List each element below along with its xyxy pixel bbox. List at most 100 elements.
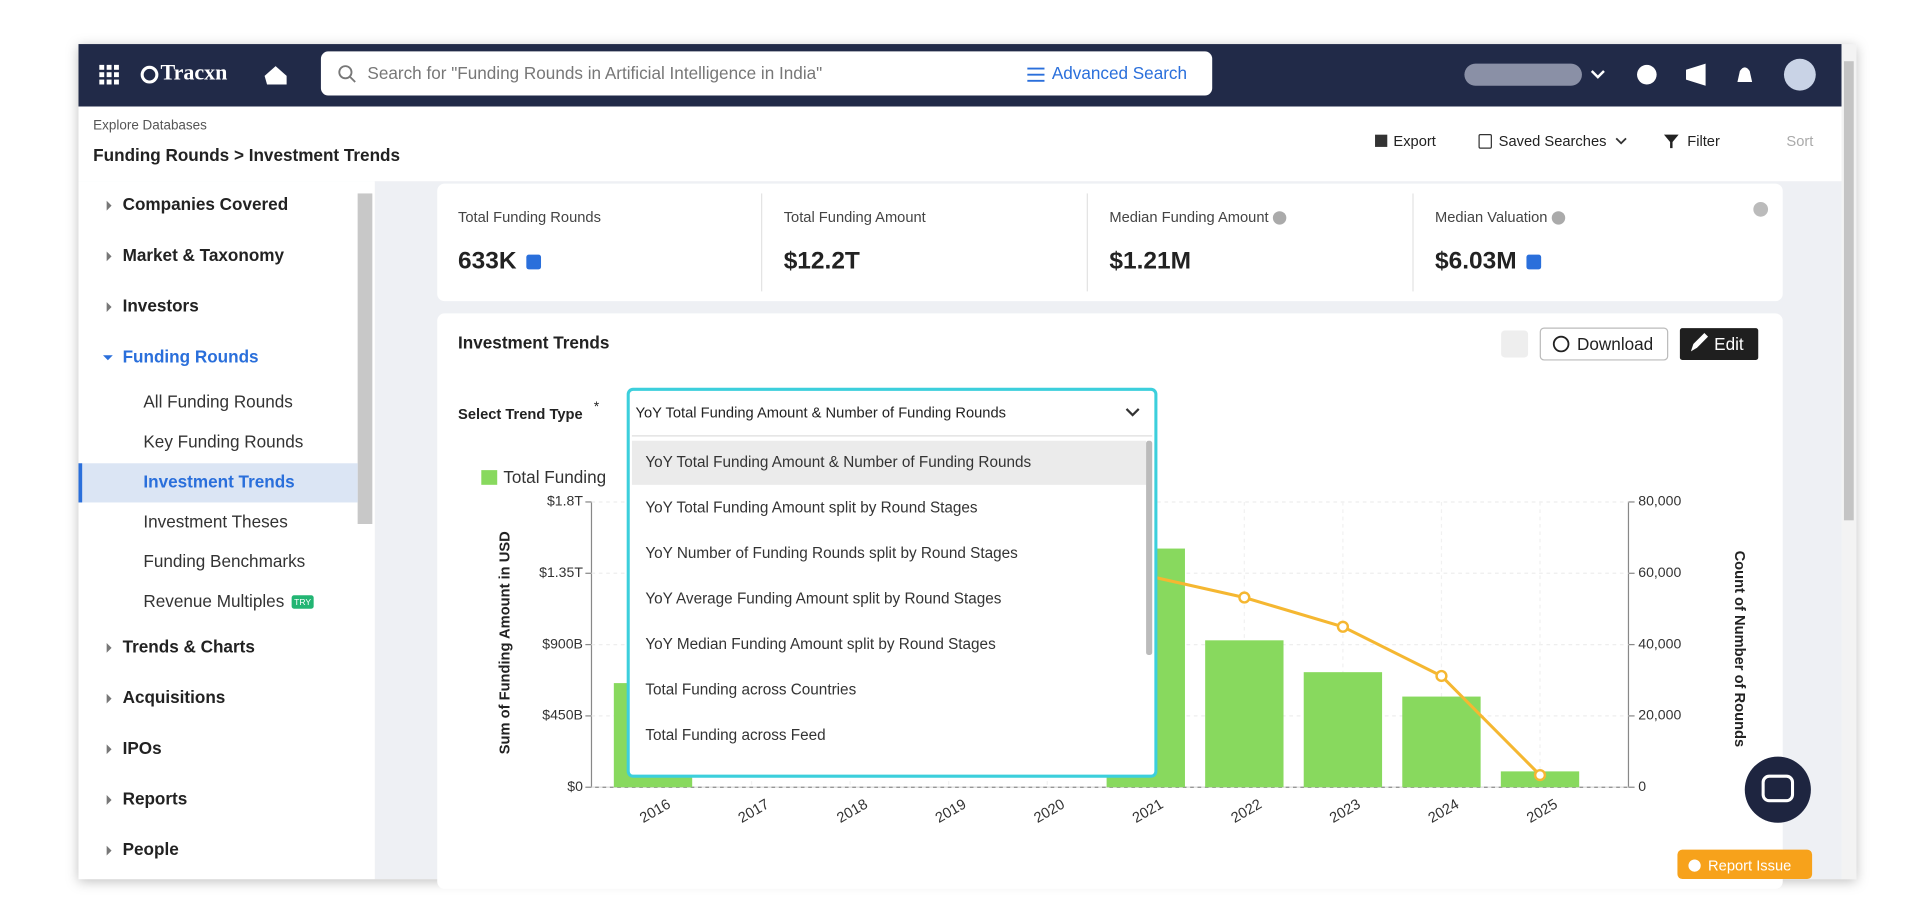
stat-label: Total Funding Rounds: [458, 210, 601, 226]
advanced-search[interactable]: Advanced Search: [1052, 63, 1187, 83]
sidebar-item[interactable]: Companies Covered: [123, 194, 289, 214]
saved-searches[interactable]: Saved Searches: [1499, 134, 1607, 150]
sidebar-item[interactable]: Trends & Charts: [123, 636, 255, 656]
sidebar-item[interactable]: Investors: [123, 296, 199, 316]
y-axis-title: Sum of Funding Amount in USD: [498, 531, 514, 754]
caret-right: [106, 845, 112, 856]
breadcrumb-bar: [78, 106, 1842, 182]
line-point: [1336, 620, 1350, 633]
option-highlight: [631, 440, 1147, 485]
trend-dropdown: YoY Total Funding Amount & Number of Fun…: [626, 387, 1158, 790]
chat-button[interactable]: [1744, 756, 1811, 823]
dropdown-option[interactable]: Total Funding across Countries: [645, 682, 856, 699]
apps-icon[interactable]: [99, 64, 119, 85]
filter-icon: [1027, 67, 1045, 82]
caret-right: [106, 302, 112, 312]
sidebar-subitem[interactable]: Investment Theses: [143, 511, 287, 531]
dropdown-frame: [626, 387, 1158, 778]
sidebar-subitem[interactable]: Investment Trends: [143, 471, 294, 491]
bell-icon[interactable]: [1737, 67, 1753, 83]
brand[interactable]: Tracxn: [161, 60, 228, 85]
caret-right: [106, 795, 112, 805]
y-tick-label: $0: [567, 778, 583, 794]
user-name-blurred[interactable]: [1464, 63, 1582, 86]
active-bar: [78, 463, 83, 503]
legend-label[interactable]: Total Funding: [503, 467, 606, 487]
stats-card: [437, 183, 1783, 302]
y2-axis-title: Count of Number of Rounds: [1731, 551, 1747, 748]
help-icon[interactable]: [1637, 64, 1657, 85]
sidebar-subitem[interactable]: Key Funding Rounds: [143, 431, 303, 451]
line-point: [1238, 591, 1251, 604]
chevron[interactable]: [1125, 408, 1140, 417]
required-mark: *: [594, 399, 600, 414]
active-highlight: [78, 463, 358, 503]
y-tick-label: $450B: [542, 707, 583, 723]
help-icon[interactable]: [1753, 202, 1769, 217]
legend-swatch: [481, 470, 498, 485]
announce-icon[interactable]: [1686, 63, 1706, 86]
edit-button[interactable]: [1679, 328, 1759, 360]
badge-label: TRY: [294, 597, 311, 607]
sidebar-item[interactable]: Funding Rounds: [123, 346, 259, 366]
chevron: [1615, 137, 1627, 145]
dropdown-option[interactable]: YoY Average Funding Amount split by Roun…: [645, 590, 1001, 607]
panel-title: Investment Trends: [458, 333, 609, 353]
info-icon[interactable]: [1272, 211, 1287, 225]
sidebar-item[interactable]: IPOs: [123, 738, 162, 758]
sidebar-item[interactable]: People: [123, 839, 179, 859]
options: YoY Total Funding Amount & Number of Fun…: [631, 440, 1147, 790]
stat-value: $6.03M: [1435, 247, 1517, 274]
sidebar-subitem[interactable]: Revenue Multiples: [143, 591, 284, 611]
sidebar-item[interactable]: Reports: [123, 788, 188, 808]
bar: [1205, 640, 1284, 788]
copy-button[interactable]: [1501, 330, 1529, 358]
sidebar-subitem[interactable]: Funding Benchmarks: [143, 551, 305, 571]
download-label: Download: [1577, 334, 1653, 354]
filter[interactable]: Filter: [1687, 134, 1720, 150]
caret-right: [106, 643, 112, 653]
stats: Total Funding Rounds 633K Total Funding Am…: [458, 193, 1566, 292]
dropdown-scrollbar[interactable]: [1146, 440, 1153, 655]
download-button[interactable]: [1539, 327, 1669, 361]
chat-icon: [1761, 774, 1795, 803]
y-tick-label: $900B: [542, 635, 583, 651]
search-box[interactable]: [320, 51, 1213, 96]
sidebar-scrollbar[interactable]: [357, 193, 373, 524]
edit-icon: [1690, 333, 1709, 352]
report-issue-button[interactable]: [1677, 849, 1813, 880]
dropdown-option[interactable]: YoY Number of Funding Rounds split by Ro…: [645, 545, 1018, 562]
link-icon[interactable]: [1526, 254, 1542, 270]
stat-value: $12.2T: [784, 247, 860, 274]
selected-option[interactable]: YoY Total Funding Amount & Number of Fun…: [636, 406, 1006, 422]
info-icon[interactable]: [1551, 211, 1566, 225]
dropdown-option[interactable]: YoY Median Funding Amount split by Round…: [645, 636, 996, 653]
sort: Sort: [1786, 134, 1813, 150]
breadcrumb-path: Funding Rounds > Investment Trends: [93, 145, 400, 165]
caret-right: [106, 200, 112, 211]
badge: [291, 595, 314, 609]
avatar[interactable]: [1783, 58, 1816, 91]
dropdown-option[interactable]: YoY Total Funding Amount & Number of Fun…: [645, 454, 1031, 471]
dropdown-option[interactable]: Total Funding across Feed: [645, 727, 825, 744]
sidebar-subitem[interactable]: All Funding Rounds: [143, 392, 292, 412]
line-point: [1435, 669, 1448, 683]
download-icon: [1552, 335, 1570, 353]
dropdown-option[interactable]: YoY Total Funding Amount split by Round …: [645, 499, 978, 516]
sidebar-item[interactable]: Market & Taxonomy: [123, 245, 285, 265]
export[interactable]: Export: [1393, 134, 1435, 150]
chevron[interactable]: [1590, 70, 1605, 79]
export-icon: [1375, 134, 1388, 147]
bar: [1303, 672, 1383, 788]
caret-right: [106, 693, 112, 704]
scroll-thumb[interactable]: [1843, 61, 1854, 521]
stat-value: 633K: [458, 247, 517, 274]
link-icon[interactable]: [526, 254, 542, 270]
dropdown-option[interactable]: Total Funding across Trending themes in …: [645, 773, 974, 790]
sidebar-item[interactable]: Acquisitions: [123, 687, 226, 707]
breadcrumb-top[interactable]: Explore Databases: [93, 118, 207, 133]
line-point: [1533, 768, 1547, 782]
home-icon[interactable]: [264, 66, 287, 85]
y2-tick-label: 60,000: [1638, 564, 1681, 580]
